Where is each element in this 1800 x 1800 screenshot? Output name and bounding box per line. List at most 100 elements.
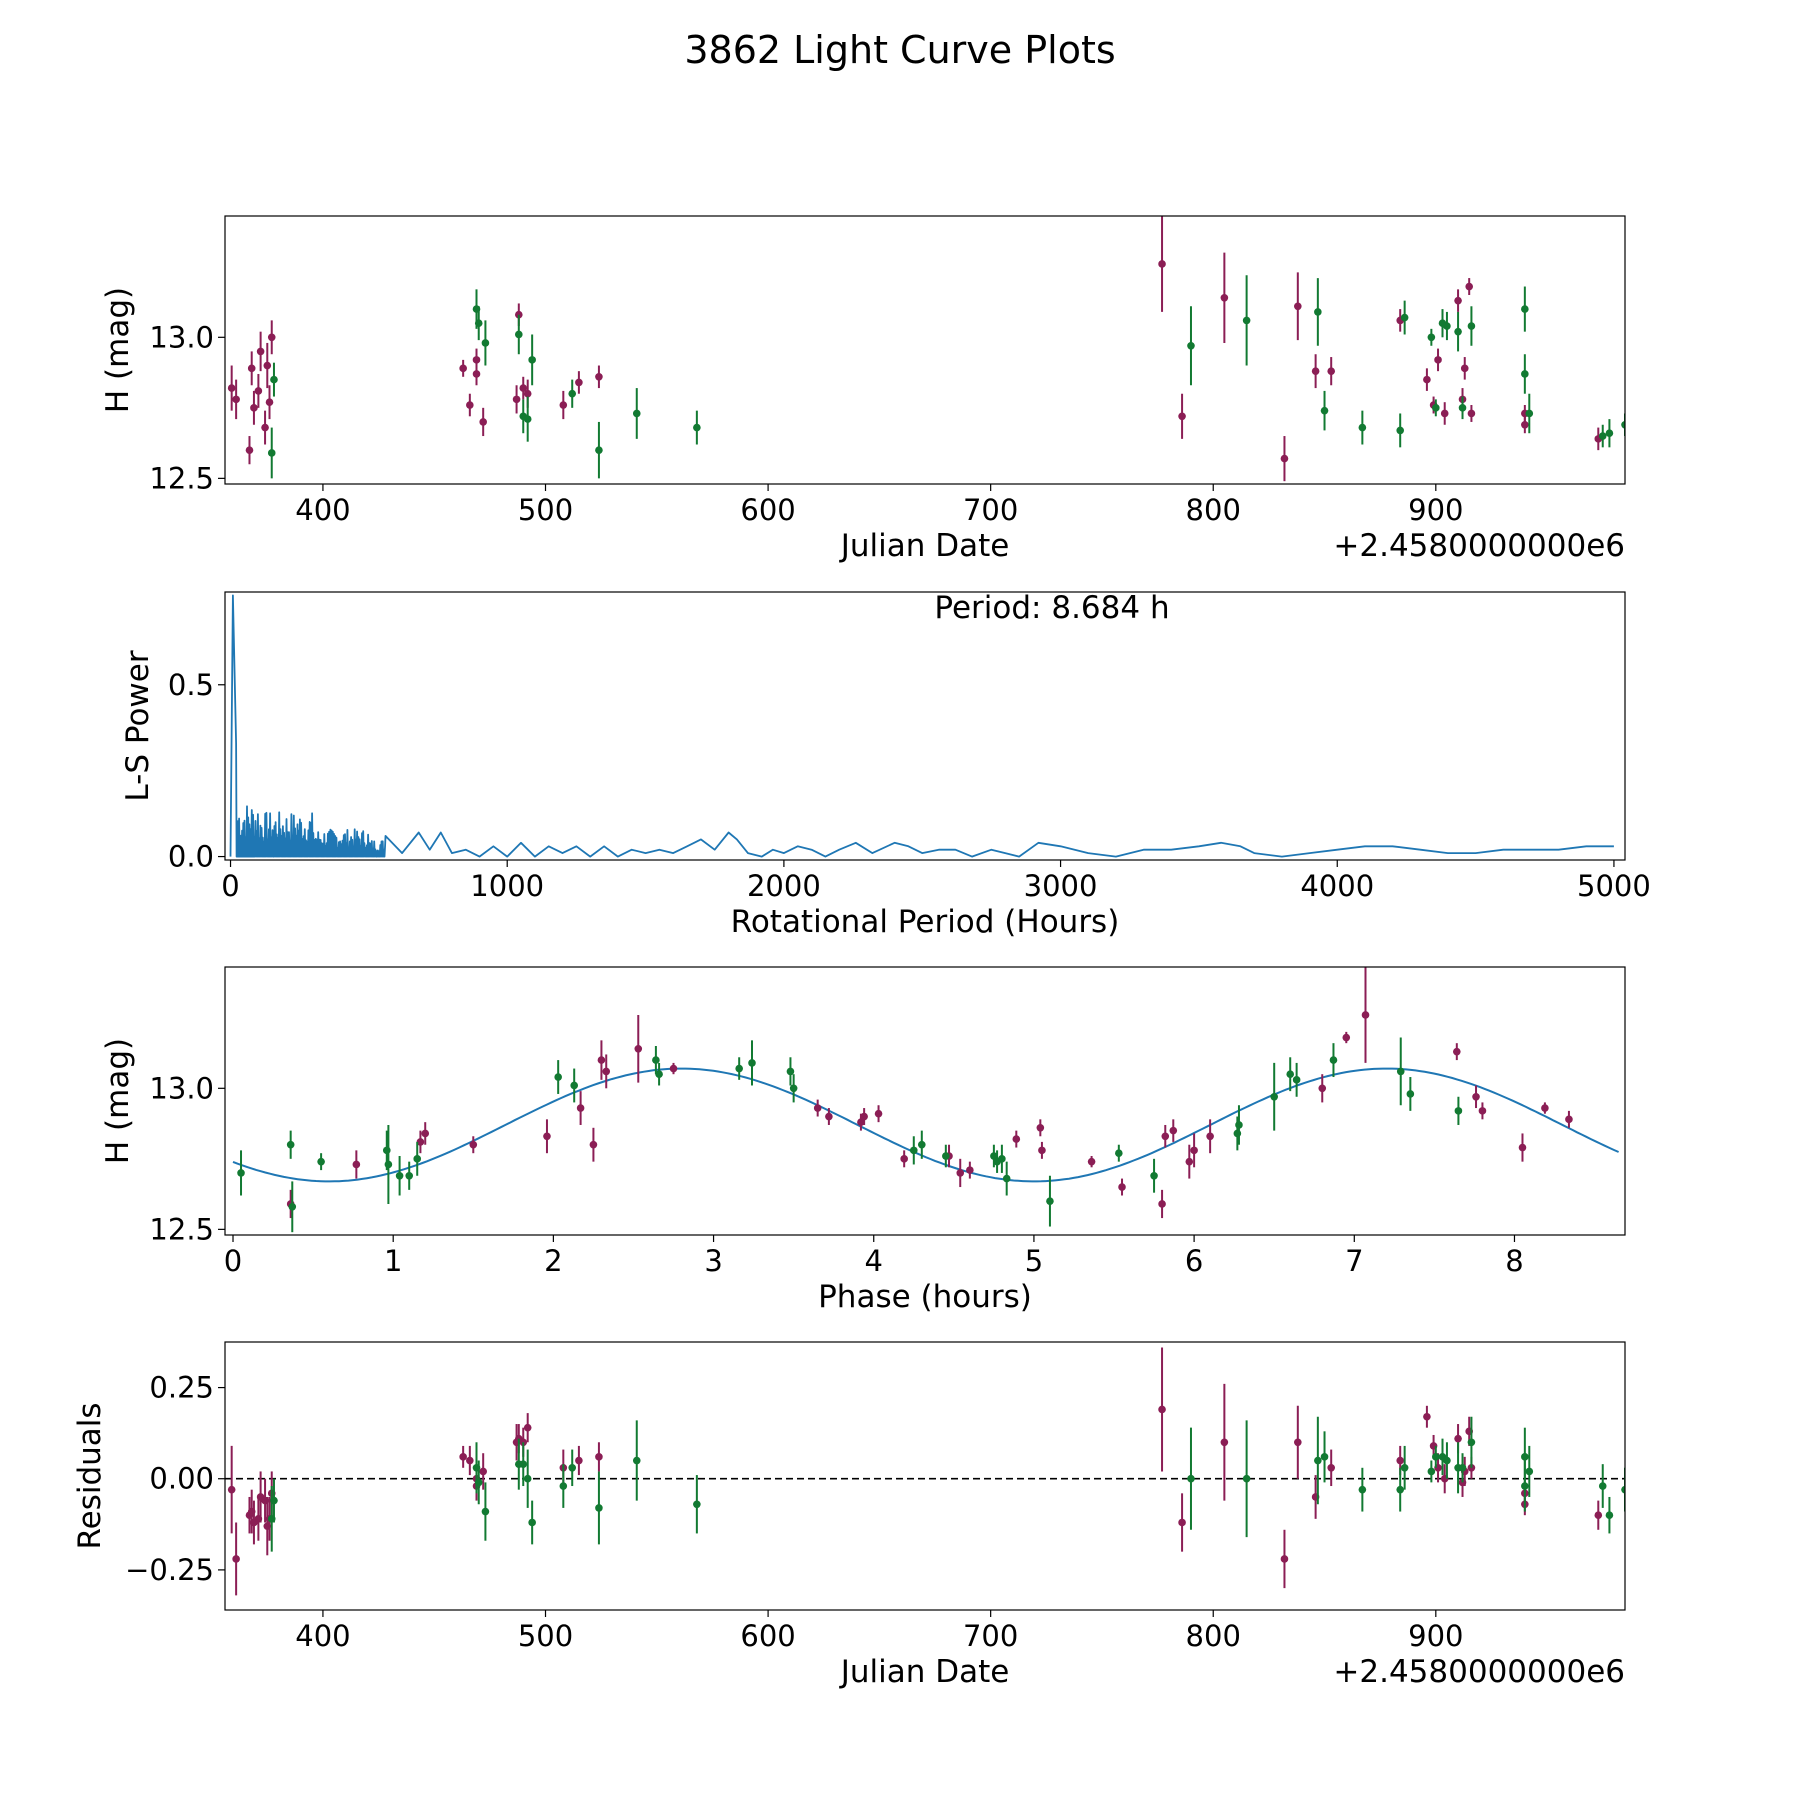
- green-point: [1521, 1453, 1529, 1461]
- green-point: [270, 1496, 278, 1505]
- red-point: [1460, 364, 1469, 373]
- green-point: [1443, 1456, 1451, 1465]
- x-tick-label: 3: [704, 1244, 722, 1278]
- x-tick-label: 1000: [470, 869, 544, 903]
- green-point: [693, 1500, 701, 1509]
- green-point: [1432, 1453, 1440, 1461]
- green-point: [1400, 313, 1409, 322]
- red-point: [459, 1453, 467, 1461]
- green-point: [1458, 404, 1467, 412]
- x-tick-label: 5: [1025, 1244, 1043, 1278]
- red-point: [416, 1138, 425, 1146]
- red-point: [1327, 1463, 1336, 1472]
- red-point: [519, 1438, 528, 1447]
- red-point: [1190, 1146, 1198, 1155]
- green-point: [1320, 406, 1329, 415]
- red-point: [523, 389, 532, 398]
- red-point: [1161, 1132, 1170, 1141]
- red-point: [1423, 375, 1431, 384]
- red-point: [559, 401, 568, 409]
- green-point: [1467, 322, 1476, 330]
- red-point: [825, 1112, 833, 1121]
- red-point: [472, 356, 481, 364]
- light-curve-x-offset: +2.4580000000e6: [1333, 528, 1625, 564]
- x-tick-label: 0: [221, 869, 239, 903]
- red-point: [245, 446, 254, 454]
- light-curve-frame: [224, 215, 1626, 485]
- red-point: [575, 1456, 583, 1465]
- red-point: [523, 1423, 532, 1432]
- green-point: [528, 1518, 536, 1527]
- green-point: [1521, 305, 1529, 313]
- phase-frame: [224, 966, 1626, 1236]
- residuals-xlabel: Julian Date: [839, 1654, 1010, 1690]
- red-point: [874, 1109, 883, 1118]
- lc-plot-area: [227, 216, 1625, 482]
- red-point: [857, 1118, 865, 1126]
- green-point: [288, 1202, 297, 1211]
- green-point: [909, 1146, 918, 1155]
- green-point: [1521, 1482, 1529, 1490]
- red-point: [466, 401, 474, 409]
- periodogram-annotation: Period: 8.684 h: [934, 590, 1169, 626]
- x-tick-label: 7: [1345, 1244, 1363, 1278]
- x-tick-label: 1: [384, 1244, 402, 1278]
- red-point: [512, 395, 521, 404]
- red-point: [1318, 1084, 1327, 1093]
- green-point: [1150, 1171, 1158, 1180]
- red-point: [267, 333, 276, 342]
- green-point: [519, 1460, 528, 1468]
- red-point: [421, 1129, 430, 1138]
- phase-ylabel: H (mag): [100, 1038, 136, 1164]
- phase-plot-area: [232, 967, 1619, 1233]
- phase-xlabel: Phase (hours): [818, 1279, 1032, 1315]
- red-point: [227, 384, 236, 392]
- x-tick-label: 400: [295, 493, 350, 527]
- red-point: [256, 347, 265, 356]
- red-point: [1280, 1555, 1289, 1563]
- green-point: [1314, 1456, 1322, 1465]
- green-point: [384, 1160, 393, 1169]
- red-point: [1465, 282, 1473, 291]
- green-point: [1458, 1463, 1467, 1472]
- green-point: [942, 1152, 950, 1160]
- y-tick-label: 12.5: [149, 1212, 214, 1246]
- red-point: [1169, 1126, 1178, 1135]
- x-tick-label: 600: [740, 1619, 795, 1653]
- green-point: [1467, 1438, 1476, 1447]
- red-point: [232, 395, 240, 404]
- red-point: [669, 1064, 678, 1073]
- x-tick-label: 900: [1408, 493, 1463, 527]
- red-point: [860, 1112, 868, 1121]
- red-point: [1478, 1107, 1487, 1115]
- red-point: [1294, 1438, 1302, 1447]
- red-point: [1087, 1157, 1096, 1166]
- green-point: [270, 375, 278, 384]
- green-point: [382, 1146, 391, 1155]
- red-point: [466, 1456, 474, 1465]
- red-point: [1185, 1157, 1194, 1166]
- green-point: [559, 1482, 568, 1490]
- green-point: [514, 330, 523, 339]
- res-plot-area: [225, 1347, 1625, 1596]
- red-point: [956, 1169, 965, 1177]
- x-tick-label: 3000: [1024, 869, 1098, 903]
- red-point: [1206, 1132, 1214, 1141]
- red-point: [1454, 1434, 1462, 1443]
- green-point: [786, 1067, 795, 1076]
- red-point: [247, 364, 256, 373]
- green-point: [655, 1070, 663, 1078]
- red-point: [227, 1485, 236, 1494]
- red-point: [543, 1132, 551, 1141]
- phase-marks: [232, 967, 1619, 1233]
- red-point: [1012, 1135, 1021, 1143]
- red-point: [1220, 1438, 1229, 1447]
- x-tick-label: 700: [963, 493, 1018, 527]
- ls-plot-area: [229, 594, 1614, 858]
- phase-panel: 0 1 2 3 4 5 6 7 8 12.5 13.0 Phase (hours) H (mag): [100, 966, 1626, 1315]
- green-point: [990, 1152, 998, 1160]
- light-curve-panel: 400 500 600 700 800 900 12.5 13.0 Julian Date +…: [100, 215, 1626, 564]
- red-point: [966, 1166, 974, 1174]
- red-point: [1440, 409, 1449, 418]
- x-tick-label: 700: [963, 1619, 1018, 1653]
